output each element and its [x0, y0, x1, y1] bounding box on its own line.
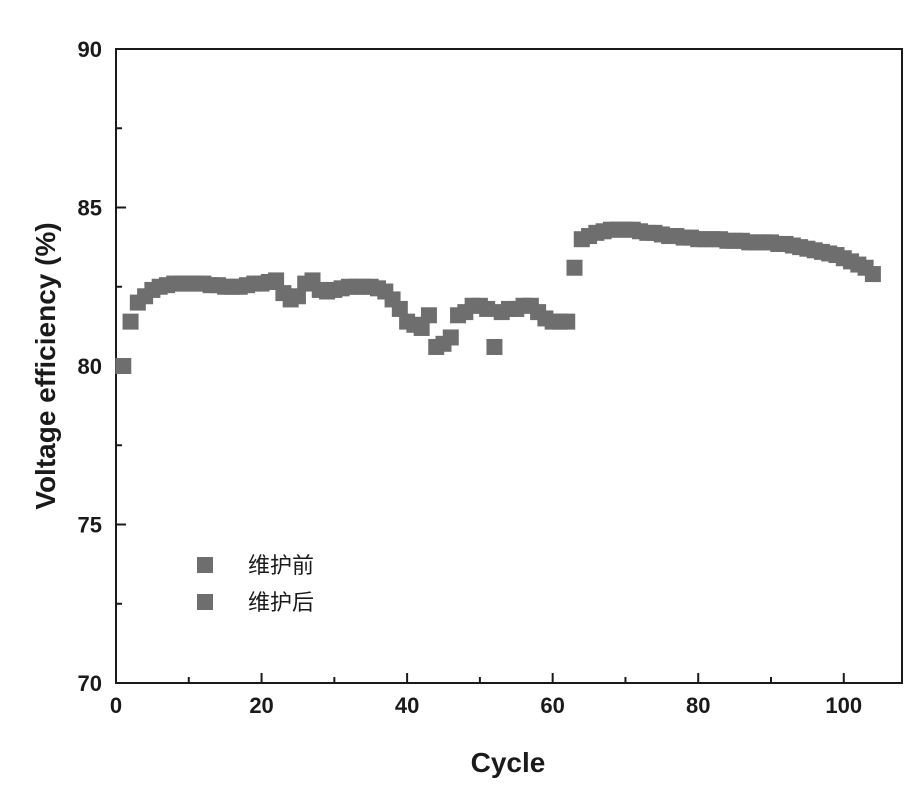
data-points — [115, 221, 881, 374]
legend-marker-series-2 — [197, 594, 213, 610]
data-point-series-1 — [122, 313, 139, 330]
x-tick-label: 80 — [686, 693, 710, 718]
legend: 维护前 维护后 — [197, 553, 314, 615]
legend-label-series-1: 维护前 — [248, 553, 314, 578]
data-point-series-1 — [420, 307, 437, 324]
data-point-series-1 — [559, 313, 576, 330]
x-tick-label: 100 — [825, 693, 862, 718]
x-tick-label: 60 — [540, 693, 564, 718]
data-point-series-1 — [115, 358, 132, 374]
legend-label-series-2: 维护后 — [248, 590, 314, 615]
data-point-series-2 — [566, 259, 583, 276]
plot-area — [115, 48, 903, 684]
x-tick-label: 40 — [395, 693, 419, 718]
y-tick-label: 70 — [78, 671, 102, 696]
data-point-series-1 — [268, 272, 285, 289]
x-axis-title: Cycle — [471, 747, 546, 778]
data-point-series-2 — [864, 266, 881, 283]
y-tick-label: 80 — [78, 354, 102, 379]
data-point-series-1 — [479, 300, 496, 317]
x-tick-label: 20 — [249, 693, 273, 718]
axis-tick-labels: 0 20 40 60 80 100 70 75 80 85 90 — [78, 37, 863, 718]
axis-ticks — [115, 48, 845, 684]
x-tick-label: 0 — [110, 693, 122, 718]
y-axis-title: Voltage efficiency (%) — [30, 222, 61, 509]
data-point-series-1 — [391, 300, 408, 317]
y-tick-label: 85 — [78, 196, 102, 221]
y-tick-label: 90 — [78, 37, 102, 62]
data-point-series-1 — [486, 338, 503, 355]
data-point-series-1 — [442, 329, 459, 346]
y-tick-label: 75 — [78, 513, 102, 538]
data-point-series-1 — [413, 319, 430, 336]
legend-marker-series-1 — [197, 557, 213, 573]
data-point-series-1 — [289, 288, 306, 305]
